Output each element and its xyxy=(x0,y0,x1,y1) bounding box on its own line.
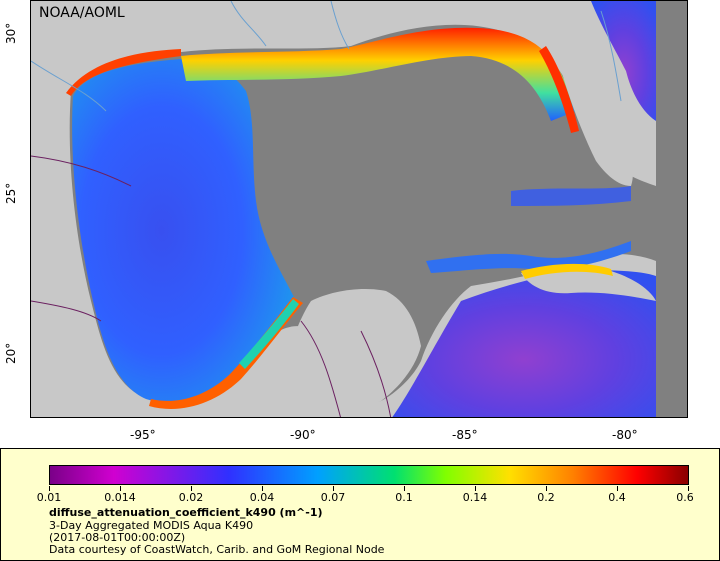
colorbar xyxy=(49,465,689,485)
colorbar-tick-label: 0.01 xyxy=(36,491,62,504)
colorbar-tick-label: 0.14 xyxy=(462,491,488,504)
gulf-of-mexico-map xyxy=(31,1,687,417)
colorbar-tick-label: 0.6 xyxy=(676,491,694,504)
map-credit: NOAA/AOML xyxy=(39,5,125,21)
legend-variable-title: diffuse_attenuation_coefficient_k490 (m^… xyxy=(49,506,323,519)
colorbar-tick-label: 0.2 xyxy=(537,491,555,504)
lon-label-80w: -80° xyxy=(612,428,638,442)
legend-time: (2017-08-01T00:00:00Z) xyxy=(49,531,186,544)
lon-label-90w: -90° xyxy=(290,428,316,442)
lon-label-95w: -95° xyxy=(130,428,156,442)
map-panel[interactable]: NOAA/AOML xyxy=(30,0,688,418)
colorbar-tick-label: 0.014 xyxy=(104,491,136,504)
texas-coast-band xyxy=(66,49,181,96)
northern-coast-band xyxy=(181,27,576,121)
cuba-land xyxy=(521,266,656,301)
lon-label-85w: -85° xyxy=(452,428,478,442)
western-gulf-data xyxy=(72,58,297,403)
florida-land xyxy=(556,21,633,186)
no-data-strip xyxy=(656,1,687,417)
lat-label-25: 25° xyxy=(4,182,18,204)
colorbar-tick-label: 0.04 xyxy=(249,491,275,504)
lat-label-30: 30° xyxy=(4,22,18,44)
colorbar-tick-label: 0.07 xyxy=(320,491,346,504)
caribbean-data xyxy=(392,270,656,417)
colorbar-tick-label: 0.1 xyxy=(395,491,413,504)
colorbar-tick-label: 0.02 xyxy=(178,491,204,504)
yucatan-land xyxy=(271,289,421,417)
colorbar-tick-label: 0.4 xyxy=(608,491,626,504)
legend-product: 3-Day Aggregated MODIS Aqua K490 xyxy=(49,519,254,532)
lat-label-20: 20° xyxy=(4,342,18,364)
legend-panel: 0.01 0.014 0.02 0.04 0.07 0.1 0.14 0.2 0… xyxy=(0,448,720,561)
legend-source: Data courtesy of CoastWatch, Carib. and … xyxy=(49,543,385,556)
